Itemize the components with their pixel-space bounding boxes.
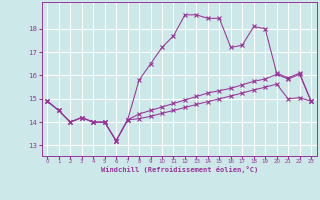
X-axis label: Windchill (Refroidissement éolien,°C): Windchill (Refroidissement éolien,°C) <box>100 166 258 173</box>
